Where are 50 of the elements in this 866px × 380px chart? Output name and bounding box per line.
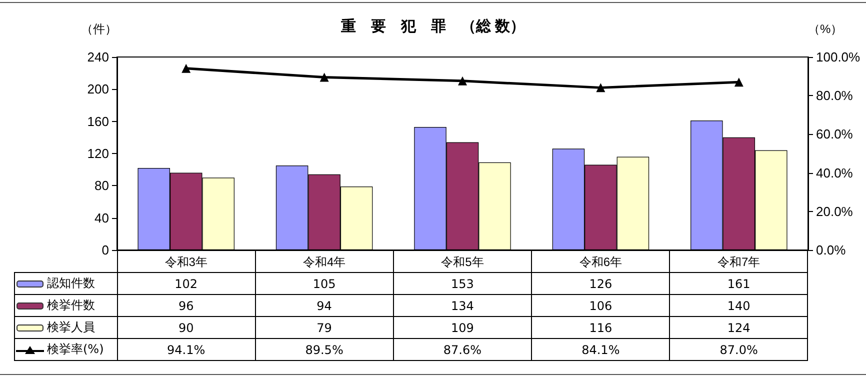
y-tick-label: 40 — [94, 210, 109, 226]
y2-tick-label: 80.0% — [816, 88, 854, 104]
x-tick-label: 令和5年 — [441, 255, 484, 269]
y2-tick-label: 0.0% — [816, 242, 846, 258]
y2-axis-title: （%） — [808, 22, 843, 36]
legend-label: 検挙率(%) — [47, 342, 104, 356]
data-label: 124 — [670, 316, 808, 338]
chart-title: 重 要 犯 罪 （総 数） — [340, 18, 526, 35]
y-tick-label: 80 — [94, 178, 109, 194]
data-label: 116 — [532, 316, 670, 338]
y-tick-label: 200 — [87, 82, 109, 97]
point — [734, 78, 744, 87]
y-tick-label: 0 — [102, 242, 109, 258]
x-tick-label: 令和4年 — [302, 255, 346, 269]
data-label: 94.1% — [117, 338, 256, 360]
y-axis-title: （件） — [81, 22, 117, 36]
y-tick-label: 120 — [87, 146, 109, 161]
point — [458, 76, 467, 86]
point — [596, 83, 606, 92]
data-label: 109 — [393, 316, 532, 338]
x-tick-label: 令和7年 — [718, 255, 760, 269]
y2-tick-label: 20.0% — [816, 204, 854, 219]
data-label: 102 — [117, 272, 256, 294]
data-label: 94 — [255, 294, 394, 316]
y-tick-label: 240 — [87, 50, 109, 64]
data-label: 79 — [255, 316, 394, 338]
data-label: 126 — [532, 272, 670, 294]
data-label: 87.0% — [670, 338, 808, 360]
data-label: 106 — [532, 294, 670, 316]
point — [320, 72, 329, 82]
data-label: 161 — [670, 272, 808, 294]
data-label: 89.5% — [255, 338, 394, 360]
data-label: 87.6% — [393, 338, 532, 360]
y-tick-label: 160 — [87, 114, 109, 129]
data-label: 153 — [393, 272, 532, 294]
x-tick-label: 令和6年 — [579, 255, 622, 269]
x-tick-label: 令和3年 — [164, 255, 208, 269]
data-label: 140 — [670, 294, 808, 316]
y2-tick-label: 60.0% — [816, 126, 854, 142]
y2-tick-label: 40.0% — [816, 165, 854, 180]
data-label: 105 — [255, 272, 394, 294]
legend-label: 認知件数 — [47, 276, 95, 290]
data-label: 90 — [117, 316, 256, 338]
point — [182, 64, 191, 73]
data-label: 96 — [117, 294, 256, 316]
legend-label: 検挙件数 — [47, 298, 95, 312]
legend-label: 検挙人員 — [47, 320, 95, 334]
y2-tick-label: 100.0% — [816, 50, 861, 64]
data-label: 84.1% — [532, 338, 670, 360]
data-label: 134 — [393, 294, 532, 316]
